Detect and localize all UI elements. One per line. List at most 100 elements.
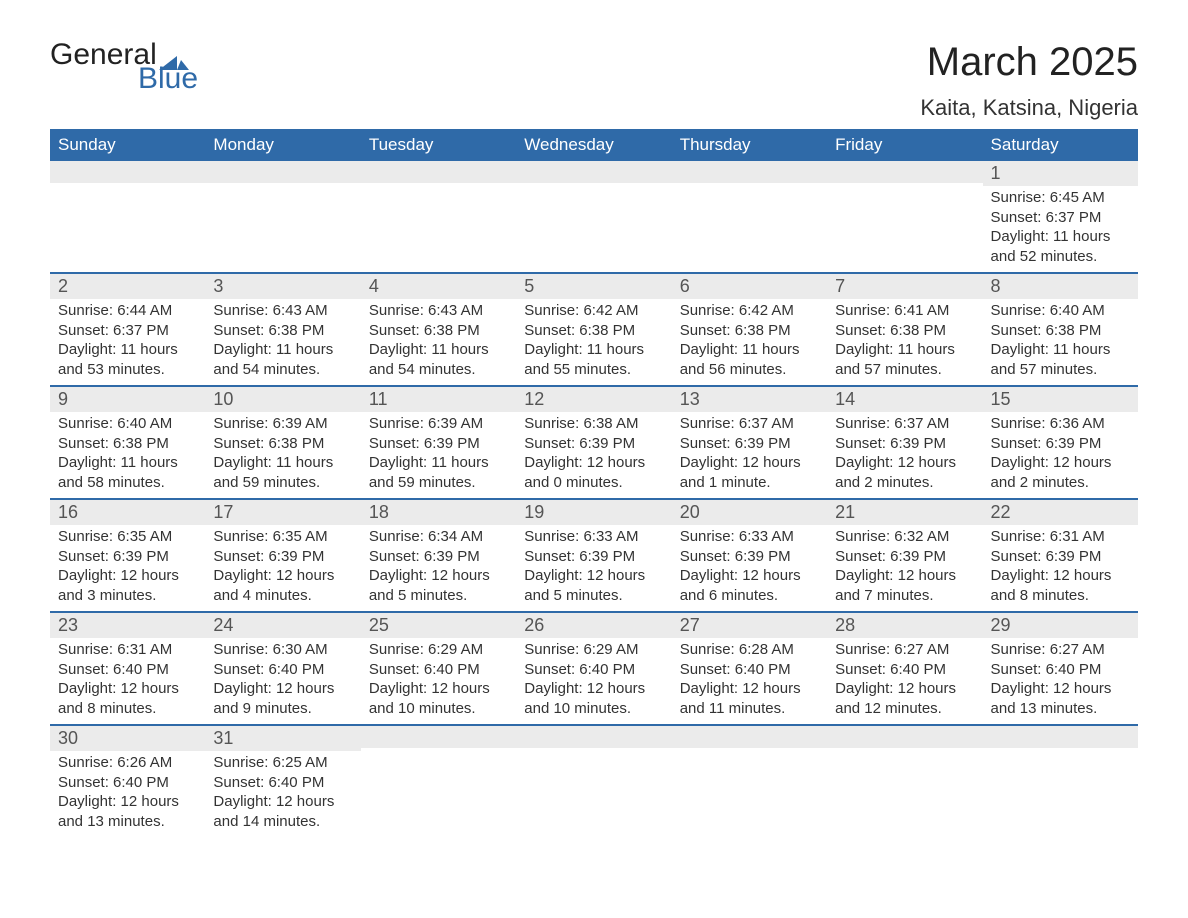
week-row: 16Sunrise: 6:35 AMSunset: 6:39 PMDayligh… <box>50 499 1138 612</box>
day-info: Sunrise: 6:45 AMSunset: 6:37 PMDaylight:… <box>983 186 1138 272</box>
daylight-text-2: and 0 minutes. <box>524 473 663 493</box>
sunrise-text: Sunrise: 6:35 AM <box>58 527 197 547</box>
day-number: 19 <box>516 500 671 525</box>
day-info: Sunrise: 6:42 AMSunset: 6:38 PMDaylight:… <box>516 299 671 385</box>
day-info: Sunrise: 6:31 AMSunset: 6:39 PMDaylight:… <box>983 525 1138 611</box>
sunset-text: Sunset: 6:39 PM <box>524 434 663 454</box>
day-header: Wednesday <box>516 129 671 161</box>
day-info: Sunrise: 6:30 AMSunset: 6:40 PMDaylight:… <box>205 638 360 724</box>
sunrise-text: Sunrise: 6:37 AM <box>835 414 974 434</box>
day-number: 12 <box>516 387 671 412</box>
day-number <box>672 161 827 183</box>
daylight-text-2: and 2 minutes. <box>991 473 1130 493</box>
day-cell: 5Sunrise: 6:42 AMSunset: 6:38 PMDaylight… <box>516 273 671 386</box>
sunset-text: Sunset: 6:39 PM <box>524 547 663 567</box>
daylight-text-2: and 2 minutes. <box>835 473 974 493</box>
day-info: Sunrise: 6:29 AMSunset: 6:40 PMDaylight:… <box>516 638 671 724</box>
sunset-text: Sunset: 6:37 PM <box>991 208 1130 228</box>
day-cell: 8Sunrise: 6:40 AMSunset: 6:38 PMDaylight… <box>983 273 1138 386</box>
daylight-text-1: Daylight: 12 hours <box>835 679 974 699</box>
day-number: 23 <box>50 613 205 638</box>
day-cell: 6Sunrise: 6:42 AMSunset: 6:38 PMDaylight… <box>672 273 827 386</box>
daylight-text-1: Daylight: 12 hours <box>58 792 197 812</box>
day-number: 4 <box>361 274 516 299</box>
month-title: March 2025 <box>920 40 1138 85</box>
daylight-text-2: and 54 minutes. <box>369 360 508 380</box>
sunset-text: Sunset: 6:39 PM <box>369 547 508 567</box>
day-cell: 12Sunrise: 6:38 AMSunset: 6:39 PMDayligh… <box>516 386 671 499</box>
daylight-text-1: Daylight: 12 hours <box>991 453 1130 473</box>
day-info: Sunrise: 6:40 AMSunset: 6:38 PMDaylight:… <box>50 412 205 498</box>
day-info <box>361 748 516 826</box>
daylight-text-1: Daylight: 12 hours <box>524 453 663 473</box>
day-cell: 25Sunrise: 6:29 AMSunset: 6:40 PMDayligh… <box>361 612 516 725</box>
daylight-text-2: and 57 minutes. <box>835 360 974 380</box>
day-cell: 29Sunrise: 6:27 AMSunset: 6:40 PMDayligh… <box>983 612 1138 725</box>
day-cell: 27Sunrise: 6:28 AMSunset: 6:40 PMDayligh… <box>672 612 827 725</box>
week-row: 1Sunrise: 6:45 AMSunset: 6:37 PMDaylight… <box>50 161 1138 273</box>
sunset-text: Sunset: 6:40 PM <box>680 660 819 680</box>
day-number: 9 <box>50 387 205 412</box>
daylight-text-1: Daylight: 11 hours <box>58 453 197 473</box>
sunrise-text: Sunrise: 6:36 AM <box>991 414 1130 434</box>
daylight-text-2: and 13 minutes. <box>991 699 1130 719</box>
daylight-text-2: and 59 minutes. <box>213 473 352 493</box>
sunrise-text: Sunrise: 6:31 AM <box>991 527 1130 547</box>
day-number <box>516 726 671 748</box>
daylight-text-2: and 12 minutes. <box>835 699 974 719</box>
sunset-text: Sunset: 6:38 PM <box>835 321 974 341</box>
day-info: Sunrise: 6:32 AMSunset: 6:39 PMDaylight:… <box>827 525 982 611</box>
daylight-text-1: Daylight: 12 hours <box>680 453 819 473</box>
day-header-row: Sunday Monday Tuesday Wednesday Thursday… <box>50 129 1138 161</box>
day-cell <box>672 725 827 837</box>
sunset-text: Sunset: 6:40 PM <box>58 773 197 793</box>
daylight-text-2: and 4 minutes. <box>213 586 352 606</box>
day-cell: 14Sunrise: 6:37 AMSunset: 6:39 PMDayligh… <box>827 386 982 499</box>
sunrise-text: Sunrise: 6:29 AM <box>524 640 663 660</box>
day-number: 28 <box>827 613 982 638</box>
day-number: 15 <box>983 387 1138 412</box>
week-row: 30Sunrise: 6:26 AMSunset: 6:40 PMDayligh… <box>50 725 1138 837</box>
day-number: 25 <box>361 613 516 638</box>
logo-text-bottom: Blue <box>50 64 198 94</box>
sunset-text: Sunset: 6:39 PM <box>680 434 819 454</box>
day-cell: 17Sunrise: 6:35 AMSunset: 6:39 PMDayligh… <box>205 499 360 612</box>
daylight-text-1: Daylight: 11 hours <box>213 453 352 473</box>
day-cell: 26Sunrise: 6:29 AMSunset: 6:40 PMDayligh… <box>516 612 671 725</box>
day-info: Sunrise: 6:44 AMSunset: 6:37 PMDaylight:… <box>50 299 205 385</box>
sunset-text: Sunset: 6:39 PM <box>991 547 1130 567</box>
day-info <box>827 183 982 261</box>
daylight-text-2: and 11 minutes. <box>680 699 819 719</box>
daylight-text-1: Daylight: 12 hours <box>524 566 663 586</box>
day-cell: 15Sunrise: 6:36 AMSunset: 6:39 PMDayligh… <box>983 386 1138 499</box>
daylight-text-2: and 7 minutes. <box>835 586 974 606</box>
daylight-text-2: and 59 minutes. <box>369 473 508 493</box>
daylight-text-1: Daylight: 11 hours <box>524 340 663 360</box>
daylight-text-1: Daylight: 12 hours <box>369 679 508 699</box>
daylight-text-1: Daylight: 11 hours <box>680 340 819 360</box>
day-info <box>516 183 671 261</box>
daylight-text-1: Daylight: 11 hours <box>58 340 197 360</box>
daylight-text-1: Daylight: 12 hours <box>58 566 197 586</box>
day-info: Sunrise: 6:42 AMSunset: 6:38 PMDaylight:… <box>672 299 827 385</box>
week-row: 9Sunrise: 6:40 AMSunset: 6:38 PMDaylight… <box>50 386 1138 499</box>
daylight-text-2: and 58 minutes. <box>58 473 197 493</box>
day-cell: 13Sunrise: 6:37 AMSunset: 6:39 PMDayligh… <box>672 386 827 499</box>
day-header: Friday <box>827 129 982 161</box>
sunrise-text: Sunrise: 6:34 AM <box>369 527 508 547</box>
day-info <box>205 183 360 261</box>
sunrise-text: Sunrise: 6:28 AM <box>680 640 819 660</box>
sunset-text: Sunset: 6:40 PM <box>524 660 663 680</box>
day-cell: 3Sunrise: 6:43 AMSunset: 6:38 PMDaylight… <box>205 273 360 386</box>
day-cell <box>361 725 516 837</box>
sunset-text: Sunset: 6:39 PM <box>369 434 508 454</box>
day-info <box>672 183 827 261</box>
day-info <box>361 183 516 261</box>
daylight-text-2: and 10 minutes. <box>369 699 508 719</box>
daylight-text-1: Daylight: 11 hours <box>369 453 508 473</box>
daylight-text-1: Daylight: 11 hours <box>991 340 1130 360</box>
sunrise-text: Sunrise: 6:26 AM <box>58 753 197 773</box>
day-number: 26 <box>516 613 671 638</box>
day-number <box>827 161 982 183</box>
day-info: Sunrise: 6:37 AMSunset: 6:39 PMDaylight:… <box>827 412 982 498</box>
